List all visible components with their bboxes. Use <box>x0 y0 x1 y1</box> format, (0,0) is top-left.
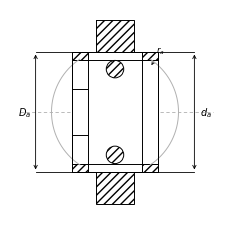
Bar <box>72 52 88 61</box>
Text: $d_a$: $d_a$ <box>199 106 210 119</box>
Bar <box>141 164 157 173</box>
Bar <box>141 164 157 173</box>
Bar <box>95 21 134 52</box>
Bar <box>141 52 157 61</box>
Bar <box>141 52 157 61</box>
Bar <box>72 52 88 61</box>
Bar <box>95 173 134 204</box>
Bar <box>72 164 88 173</box>
Text: $r_a$: $r_a$ <box>151 46 164 65</box>
Bar <box>95 173 134 204</box>
Circle shape <box>106 146 123 164</box>
Bar <box>95 21 134 52</box>
Circle shape <box>106 61 123 79</box>
Bar <box>72 52 157 173</box>
Bar <box>72 164 88 173</box>
Text: $D_a$: $D_a$ <box>18 106 31 119</box>
